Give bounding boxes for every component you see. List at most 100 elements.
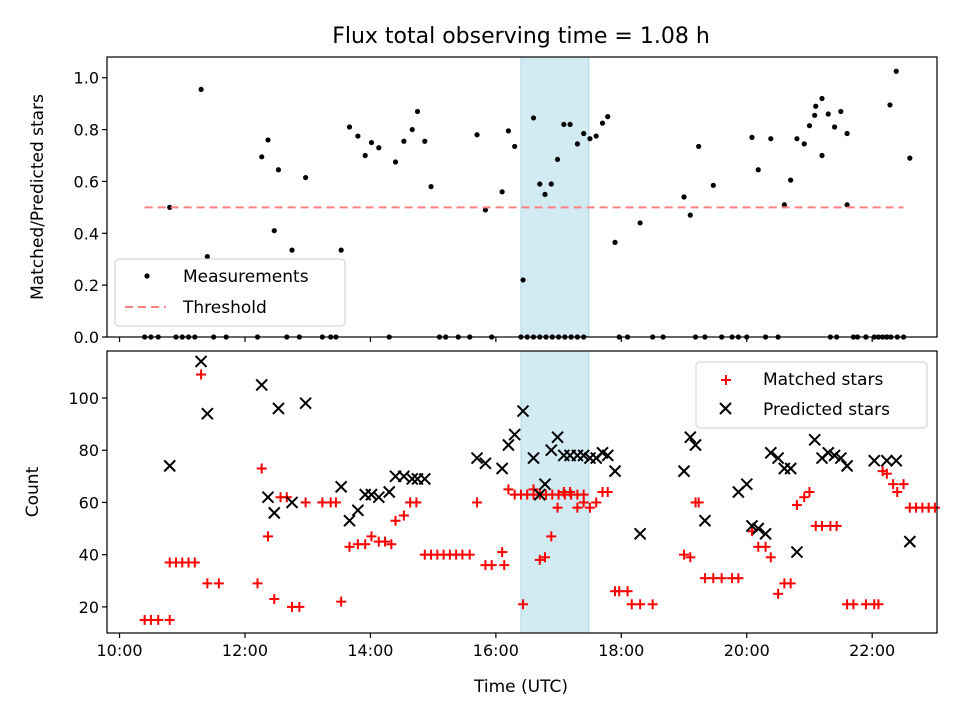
marker-stroke — [828, 449, 841, 462]
x-axis-label: Time (UTC) — [473, 677, 568, 697]
measurement-point — [362, 152, 368, 159]
matched-star-marker — [153, 614, 164, 625]
matched-star-marker — [565, 487, 576, 497]
highlight-span — [520, 56, 590, 338]
predicted-star-marker — [533, 488, 546, 501]
legend-predicted-label: Predicted stars — [763, 400, 890, 420]
predicted-star-marker — [255, 378, 268, 392]
measurement-point — [204, 254, 210, 260]
matched-star-marker — [330, 497, 341, 508]
matched-star-marker — [300, 497, 311, 508]
y-tick-label: 40 — [79, 546, 99, 565]
matched-star-marker — [518, 599, 529, 610]
matched-star-marker — [499, 560, 510, 571]
matched-star-marker — [791, 500, 802, 511]
matched-star-marker — [888, 479, 899, 490]
measurement-point — [696, 143, 702, 150]
predicted-star-marker — [633, 527, 647, 540]
measurement-point — [289, 247, 295, 253]
matched-star-marker — [881, 468, 892, 479]
matched-star-marker — [390, 515, 401, 526]
top-y-axis-label: Matched/Predicted stars — [28, 94, 48, 300]
legend-matched-label: Matched stars — [763, 370, 883, 390]
marker-stroke — [740, 477, 753, 491]
predicted-star-marker — [808, 433, 821, 446]
predicted-star-marker — [784, 462, 797, 475]
measurement-point — [368, 139, 375, 146]
legend-top: Measurements Threshold — [114, 258, 346, 327]
predicted-star-marker — [822, 446, 835, 460]
measurement-point — [275, 167, 282, 173]
marker-stroke — [365, 488, 378, 501]
measurement-point — [303, 174, 309, 181]
measurement-point — [710, 182, 716, 188]
matched-star-marker — [411, 497, 422, 508]
measurement-point — [755, 167, 761, 173]
predicted-star-marker — [495, 462, 509, 475]
axes-frame — [106, 350, 938, 634]
marker-stroke — [163, 459, 176, 473]
measurement-point — [831, 124, 838, 130]
predicted-star-marker — [684, 430, 697, 444]
matched-star-marker — [773, 588, 784, 599]
marker-stroke — [790, 545, 804, 559]
measurement-point — [512, 143, 518, 150]
marker-stroke — [285, 496, 299, 509]
matched-star-marker — [380, 536, 391, 547]
matched-star-marker — [572, 502, 583, 513]
matched-star-marker — [398, 510, 409, 521]
predicted-star-marker — [358, 488, 372, 501]
measurement-point — [554, 156, 561, 163]
matched-star-marker — [831, 520, 842, 531]
predicted-star-marker — [194, 355, 208, 368]
predicted-star-marker — [261, 491, 275, 504]
x-tick-label: 18:00 — [598, 641, 644, 660]
matched-star-marker — [164, 614, 175, 625]
marker-stroke — [764, 446, 777, 460]
predicted-star-marker — [527, 451, 540, 465]
matched-star-marker — [785, 578, 796, 589]
predicted-star-marker — [272, 402, 285, 415]
predicted-star-marker — [397, 470, 411, 483]
marker-stroke — [418, 472, 431, 486]
marker-stroke — [194, 355, 208, 368]
y-tick-label: 0.2 — [74, 276, 99, 295]
predicted-star-marker — [285, 496, 299, 509]
matched-star-marker — [552, 502, 563, 513]
measurement-point — [428, 184, 434, 190]
measurement-point — [530, 115, 537, 121]
measurement-point — [605, 114, 611, 120]
measurement-point — [637, 220, 643, 226]
measurement-point — [561, 121, 567, 128]
matched-star-marker — [699, 573, 710, 584]
marker-stroke — [684, 430, 697, 444]
marker-stroke — [538, 477, 552, 491]
x-tick-label: 22:00 — [849, 641, 895, 660]
measurement-point — [819, 95, 825, 102]
matched-star-marker — [269, 594, 280, 605]
matched-star-marker — [497, 547, 508, 558]
measurement-point — [392, 159, 399, 165]
predicted-star-marker — [201, 407, 214, 420]
predicted-star-marker — [299, 397, 312, 410]
predicted-star-marker — [538, 477, 552, 491]
matched-star-marker — [386, 539, 397, 550]
legend-box — [114, 258, 346, 327]
matched-star-marker — [817, 520, 828, 531]
measurement-point — [781, 202, 787, 208]
measurement-point — [838, 108, 844, 115]
measurement-point — [806, 123, 813, 129]
matched-star-marker — [528, 484, 539, 495]
marker-stroke — [470, 451, 484, 465]
legend-measurement-marker — [144, 273, 150, 279]
legend-threshold-label: Threshold — [182, 298, 267, 318]
measurement-point — [819, 152, 825, 159]
predicted-star-marker — [903, 535, 917, 548]
marker-stroke — [903, 535, 917, 548]
predicted-star-marker — [834, 451, 848, 465]
predicted-star-marker — [608, 464, 622, 478]
predicted-star-marker — [343, 514, 356, 527]
predicted-star-marker — [383, 485, 396, 499]
marker-stroke — [596, 446, 609, 460]
